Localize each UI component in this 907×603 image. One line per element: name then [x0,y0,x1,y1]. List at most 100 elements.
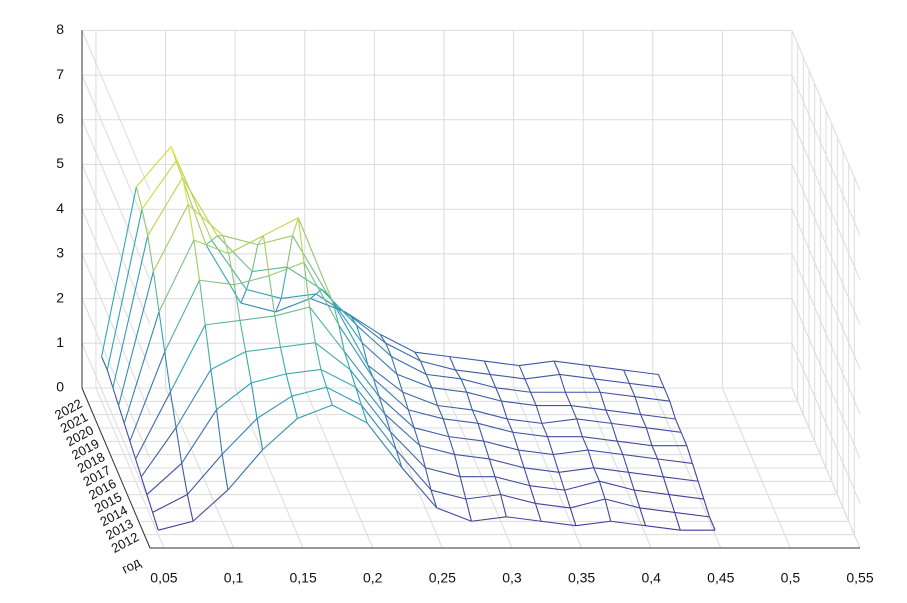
mesh-line [669,401,676,420]
z-tick-label: 8 [56,21,64,37]
mesh-line [449,356,456,371]
mesh-line [506,516,542,522]
mesh-line [639,507,647,526]
grid-line [81,209,151,370]
mesh-line [152,512,159,531]
mesh-line [193,240,201,281]
mesh-line [309,306,345,353]
mesh-line [356,325,363,344]
mesh-line [657,374,665,389]
mesh-line [604,498,640,509]
mesh-line [524,467,559,473]
mesh-line [106,208,143,371]
mesh-line [257,235,293,246]
mesh-line [494,476,530,487]
mesh-line [599,392,607,411]
mesh-line [356,324,392,357]
mesh-line [187,204,195,241]
mesh-line [285,373,293,397]
mesh-line [430,489,466,500]
mesh-line [582,436,618,442]
mesh-line [598,481,606,500]
mesh-line [379,333,416,353]
z-tick-label: 4 [56,200,64,216]
mesh-line [384,413,421,446]
mesh-line [564,480,600,491]
mesh-line [472,409,508,420]
mesh-line [263,217,299,237]
mesh-line [309,306,316,343]
mesh-line [281,293,317,299]
mesh-line [674,511,710,518]
mesh-line [483,440,519,451]
mesh-line [501,400,537,407]
mesh-line [361,342,369,366]
z-tick-label: 0 [56,379,64,395]
mesh-line [228,235,264,255]
mesh-line [414,351,421,362]
mesh-line [314,342,351,370]
mesh-line [454,369,462,380]
mesh-line [431,387,467,393]
mesh-line [378,395,415,429]
z-tick-label: 2 [56,289,64,305]
mesh-line [646,427,682,433]
mesh-line [558,472,566,491]
mesh-line [268,261,305,277]
mesh-line [181,177,189,205]
mesh-line [169,391,177,428]
mesh-line [158,239,195,312]
mesh-line [663,387,671,402]
mesh-line [419,360,427,375]
mesh-line [564,392,572,406]
mesh-line [395,449,432,491]
mesh-line [634,396,642,415]
mesh-line [378,396,386,415]
mesh-line [559,373,595,380]
mesh-line [610,423,618,442]
mesh-line [640,413,676,420]
mesh-line [286,368,322,375]
z-tick-label: 5 [56,155,64,171]
mesh-line [437,404,473,411]
mesh-line [657,458,664,477]
z-tick-label: 6 [56,111,64,127]
mesh-line [216,235,253,272]
mesh-line [286,235,294,268]
mesh-line [280,266,288,299]
mesh-line [662,476,670,495]
mesh-line [320,369,328,388]
mesh-line [135,391,171,460]
mesh-line [552,454,560,473]
mesh-line [639,507,675,513]
x-tick-label: 0,15 [290,570,317,586]
mesh-line [436,507,472,522]
y-axis-label: год [119,554,143,576]
mesh-line [275,298,311,313]
mesh-line [360,404,397,451]
mesh-line [256,395,293,419]
x-tick-label: 0,1 [224,570,244,586]
mesh-line [204,324,212,370]
mesh-line [390,431,426,469]
mesh-line [379,333,387,344]
mesh-line [402,391,409,411]
mesh-line [466,391,473,411]
mesh-line [211,235,218,241]
mesh-line [617,440,653,447]
mesh-line [158,520,194,531]
mesh-line [297,217,334,303]
mesh-line [628,383,636,397]
grid-line [81,30,151,191]
mesh-line [268,275,276,317]
mesh-line [140,427,177,478]
mesh-line [279,347,287,375]
mesh-line [600,391,636,398]
mesh-line [490,373,525,380]
mesh-line [576,418,583,437]
mesh-line [256,418,264,450]
mesh-line [668,494,676,513]
mesh-line [558,467,594,473]
mesh-line [158,311,166,352]
mesh-line [390,431,397,450]
